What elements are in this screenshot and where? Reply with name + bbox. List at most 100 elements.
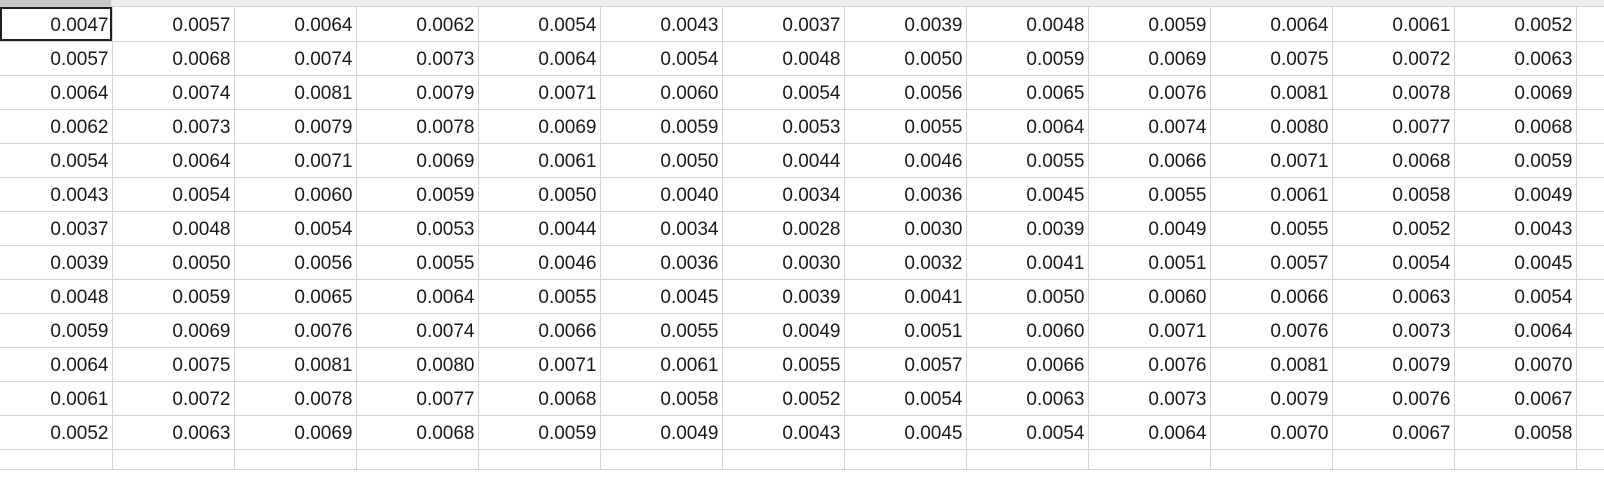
grid-cell[interactable]: 0.0074	[1088, 109, 1211, 144]
grid-cell[interactable]	[1576, 415, 1604, 450]
grid-cell[interactable]: 0.0060	[600, 75, 723, 110]
grid-cell[interactable]: 0.0052	[722, 381, 845, 416]
grid-cell[interactable]: 0.0057	[0, 41, 113, 76]
grid-cell[interactable]: 0.0032	[844, 245, 967, 280]
grid-cell[interactable]: 0.0074	[356, 313, 479, 348]
grid-cell[interactable]: 0.0061	[1332, 7, 1455, 42]
grid-cell[interactable]: 0.0073	[1332, 313, 1455, 348]
grid-cell[interactable]	[1210, 449, 1333, 470]
grid-cell[interactable]	[966, 449, 1089, 470]
grid-cell[interactable]: 0.0081	[1210, 75, 1333, 110]
grid-cell[interactable]: 0.0050	[112, 245, 235, 280]
grid-cell[interactable]: 0.0055	[966, 143, 1089, 178]
grid-cell[interactable]: 0.0054	[844, 381, 967, 416]
grid-cell[interactable]: 0.0059	[478, 415, 601, 450]
grid-cell[interactable]: 0.0069	[234, 415, 357, 450]
grid-cell[interactable]: 0.0072	[1332, 41, 1455, 76]
grid-cell[interactable]: 0.0036	[844, 177, 967, 212]
grid-cell[interactable]: 0.0039	[966, 211, 1089, 246]
grid-cell[interactable]: 0.0071	[1088, 313, 1211, 348]
grid-cell[interactable]: 0.0063	[966, 381, 1089, 416]
grid-cell[interactable]: 0.0074	[112, 75, 235, 110]
grid-cell[interactable]	[1576, 279, 1604, 314]
grid-cell[interactable]: 0.0070	[1210, 415, 1333, 450]
grid-cell[interactable]: 0.0057	[1210, 245, 1333, 280]
grid-cell[interactable]: 0.0065	[234, 279, 357, 314]
grid-cell[interactable]: 0.0063	[1332, 279, 1455, 314]
grid-cell[interactable]: 0.0064	[0, 75, 113, 110]
grid-cell[interactable]: 0.0061	[600, 347, 723, 382]
grid-cell[interactable]: 0.0043	[1454, 211, 1577, 246]
grid-cell[interactable]: 0.0064	[1088, 415, 1211, 450]
grid-cell[interactable]: 0.0062	[0, 109, 113, 144]
grid-cell[interactable]: 0.0047	[0, 7, 113, 42]
grid-cell[interactable]: 0.0054	[600, 41, 723, 76]
grid-cell[interactable]	[1576, 75, 1604, 110]
grid-cell[interactable]: 0.0041	[844, 279, 967, 314]
grid-cell[interactable]: 0.0048	[112, 211, 235, 246]
grid-cell[interactable]: 0.0071	[1210, 143, 1333, 178]
grid-cell[interactable]	[1332, 449, 1455, 470]
grid-cell[interactable]: 0.0054	[722, 75, 845, 110]
grid-cell[interactable]: 0.0064	[112, 143, 235, 178]
grid-cell[interactable]: 0.0079	[356, 75, 479, 110]
grid-cell[interactable]: 0.0057	[112, 7, 235, 42]
grid-cell[interactable]	[1576, 109, 1604, 144]
grid-cell[interactable]	[722, 449, 845, 470]
grid-cell[interactable]: 0.0037	[0, 211, 113, 246]
grid-cell[interactable]: 0.0048	[966, 7, 1089, 42]
grid-cell[interactable]: 0.0058	[1332, 177, 1455, 212]
grid-cell[interactable]: 0.0068	[112, 41, 235, 76]
grid-cell[interactable]: 0.0064	[1210, 7, 1333, 42]
grid-cell[interactable]: 0.0075	[1210, 41, 1333, 76]
grid-cell[interactable]	[234, 449, 357, 470]
grid-cell[interactable]: 0.0055	[478, 279, 601, 314]
grid-cell[interactable]: 0.0045	[966, 177, 1089, 212]
grid-cell[interactable]	[1454, 449, 1577, 470]
grid-cell[interactable]: 0.0079	[234, 109, 357, 144]
grid-cell[interactable]	[112, 449, 235, 470]
grid-cell[interactable]: 0.0064	[0, 347, 113, 382]
grid-cell[interactable]	[600, 449, 723, 470]
grid-cell[interactable]: 0.0078	[356, 109, 479, 144]
grid-cell[interactable]: 0.0068	[478, 381, 601, 416]
grid-cell[interactable]: 0.0051	[844, 313, 967, 348]
grid-cell[interactable]: 0.0061	[478, 143, 601, 178]
grid-cell[interactable]	[844, 449, 967, 470]
grid-cell[interactable]: 0.0064	[356, 279, 479, 314]
grid-cell[interactable]: 0.0069	[478, 109, 601, 144]
grid-cell[interactable]: 0.0055	[1088, 177, 1211, 212]
grid-cell[interactable]: 0.0046	[478, 245, 601, 280]
grid-cell[interactable]: 0.0076	[1088, 75, 1211, 110]
grid-cell[interactable]: 0.0059	[112, 279, 235, 314]
grid-cell[interactable]	[356, 449, 479, 470]
grid-cell[interactable]: 0.0069	[356, 143, 479, 178]
grid-cell[interactable]: 0.0054	[478, 7, 601, 42]
grid-cell[interactable]: 0.0064	[1454, 313, 1577, 348]
grid-cell[interactable]: 0.0049	[722, 313, 845, 348]
grid-cell[interactable]: 0.0060	[966, 313, 1089, 348]
grid-cell[interactable]: 0.0055	[1210, 211, 1333, 246]
grid-cell[interactable]: 0.0063	[112, 415, 235, 450]
grid-cell[interactable]: 0.0050	[844, 41, 967, 76]
grid-cell[interactable]: 0.0065	[966, 75, 1089, 110]
grid-cell[interactable]: 0.0045	[1454, 245, 1577, 280]
grid-cell[interactable]: 0.0028	[722, 211, 845, 246]
grid-cell[interactable]: 0.0071	[234, 143, 357, 178]
grid-cell[interactable]: 0.0069	[1088, 41, 1211, 76]
grid-cell[interactable]: 0.0036	[600, 245, 723, 280]
grid-cell[interactable]: 0.0056	[844, 75, 967, 110]
grid-cell[interactable]	[1576, 381, 1604, 416]
grid-cell[interactable]: 0.0054	[1454, 279, 1577, 314]
grid-cell[interactable]: 0.0044	[722, 143, 845, 178]
grid-cell[interactable]	[1576, 347, 1604, 382]
grid-cell[interactable]: 0.0062	[356, 7, 479, 42]
grid-cell[interactable]: 0.0055	[600, 313, 723, 348]
grid-cell[interactable]: 0.0061	[1210, 177, 1333, 212]
grid-cell[interactable]: 0.0053	[722, 109, 845, 144]
grid-cell[interactable]: 0.0064	[966, 109, 1089, 144]
grid-cell[interactable]	[1576, 245, 1604, 280]
grid-cell[interactable]: 0.0059	[600, 109, 723, 144]
grid-cell[interactable]: 0.0054	[112, 177, 235, 212]
grid-cell[interactable]: 0.0081	[1210, 347, 1333, 382]
